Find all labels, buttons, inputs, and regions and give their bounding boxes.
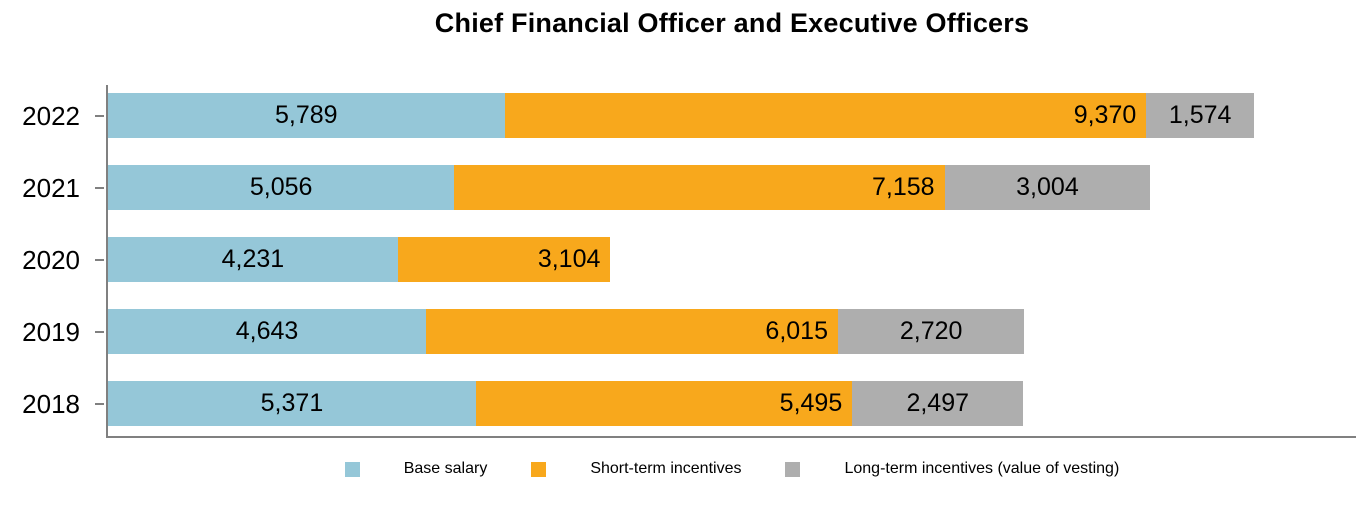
bar-value-label: 9,370 — [1073, 101, 1137, 129]
bar-value-label: 2,497 — [906, 389, 970, 417]
bar-value-label: 2,720 — [899, 317, 963, 345]
bar-segment-short-term-incentives: 3,104 — [397, 237, 611, 282]
axis-tick — [95, 258, 104, 261]
year-label: 2018 — [22, 388, 80, 419]
bar-value-label: 4,231 — [221, 245, 285, 273]
legend-swatch-base-salary — [344, 461, 360, 477]
bar-segment-short-term-incentives: 6,015 — [426, 309, 838, 354]
plot-area: 2022 5,789 9,370 1,574 2021 5,056 7,158 3,004 20… — [22, 85, 1356, 438]
bar-value-label: 5,056 — [249, 173, 313, 201]
legend-label: Short-term incentives — [590, 460, 742, 477]
bar-row-2021: 2021 5,056 7,158 3,004 — [22, 165, 1356, 210]
bar-value-label: 5,371 — [260, 389, 324, 417]
bar-segment-long-term-incentives-value-of-vesting: 3,004 — [944, 165, 1151, 210]
legend-swatch-short-term-incentives — [531, 461, 547, 477]
bar-segment-base-salary: 5,056 — [108, 165, 455, 210]
stacked-bar: 4,231 3,104 — [108, 237, 1356, 282]
bar-value-label: 6,015 — [765, 317, 828, 345]
legend-item-base-salary: Base salary — [344, 460, 488, 477]
bar-segment-base-salary: 5,789 — [108, 93, 505, 138]
year-label: 2020 — [22, 244, 80, 275]
bar-segment-short-term-incentives: 5,495 — [475, 381, 853, 426]
legend-swatch-long-term-incentives-value-of-vesting — [785, 461, 801, 477]
bar-value-label: 5,495 — [779, 389, 843, 417]
legend: Base salary Short-term incentives Long-ter… — [107, 461, 1357, 477]
legend-item-short-term-incentives: Short-term incentives — [531, 461, 741, 477]
axis-tick — [95, 114, 104, 117]
x-axis-line — [106, 436, 1356, 438]
axis-tick — [95, 186, 104, 189]
bar-segment-base-salary: 4,643 — [108, 309, 426, 354]
bar-row-2020: 2020 4,231 3,104 — [22, 237, 1356, 282]
stacked-bar: 5,371 5,495 2,497 — [108, 381, 1356, 426]
bar-value-label: 3,104 — [537, 245, 601, 273]
legend-label: Base salary — [403, 460, 488, 477]
bar-value-label: 1,574 — [1168, 101, 1232, 129]
bar-row-2019: 2019 4,643 6,015 2,720 — [22, 309, 1356, 354]
bar-value-label: 7,158 — [872, 173, 935, 201]
bar-segment-long-term-incentives-value-of-vesting: 1,574 — [1146, 93, 1255, 138]
bar-segment-short-term-incentives: 7,158 — [454, 165, 945, 210]
year-label: 2019 — [22, 316, 80, 347]
bar-value-label: 3,004 — [1016, 173, 1079, 201]
year-label: 2022 — [22, 100, 80, 131]
bar-row-2018: 2018 5,371 5,495 2,497 — [22, 381, 1356, 426]
bar-segment-long-term-incentives-value-of-vesting: 2,497 — [852, 381, 1024, 426]
bar-segment-base-salary: 5,371 — [108, 381, 476, 426]
chart-title: Chief Financial Officer and Executive Of… — [434, 8, 1030, 38]
legend-item-long-term-incentives-value-of-vesting: Long-term incentives (value of vesting) — [785, 461, 1119, 477]
year-label: 2021 — [22, 172, 80, 203]
bar-segment-base-salary: 4,231 — [108, 237, 398, 282]
bar-segment-long-term-incentives-value-of-vesting: 2,720 — [837, 309, 1025, 354]
bar-segment-short-term-incentives: 9,370 — [504, 93, 1147, 138]
stacked-bar: 4,643 6,015 2,720 — [108, 309, 1356, 354]
stacked-bar: 5,056 7,158 3,004 — [108, 165, 1356, 210]
bar-value-label: 5,789 — [274, 101, 338, 129]
y-axis-line — [106, 85, 108, 436]
axis-tick — [95, 330, 104, 333]
bar-value-label: 4,643 — [235, 317, 299, 345]
stacked-bar: 5,789 9,370 1,574 — [108, 93, 1356, 138]
legend-label: Long-term incentives (value of vesting) — [844, 460, 1120, 477]
bar-row-2022: 2022 5,789 9,370 1,574 — [22, 93, 1356, 138]
axis-tick — [95, 402, 104, 405]
